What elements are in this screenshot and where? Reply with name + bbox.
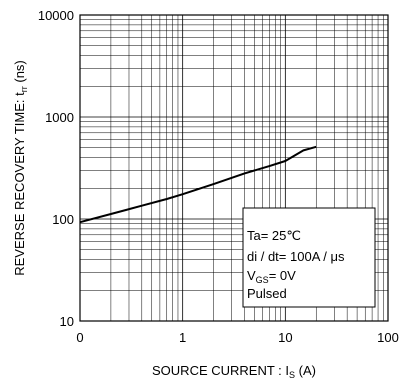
y-tick-label: 10 bbox=[60, 314, 74, 329]
conditions-box bbox=[242, 207, 376, 308]
y-axis-label: REVERSE RECOVERY TIME: trr (ns) bbox=[12, 60, 29, 276]
x-tick-label: 100 bbox=[377, 330, 399, 345]
condition-vgs: VGS= 0V bbox=[247, 268, 296, 285]
x-tick-label: 10 bbox=[278, 330, 292, 345]
x-tick-label: 1 bbox=[179, 330, 186, 345]
y-tick-label: 100 bbox=[52, 212, 74, 227]
y-tick-label: 1000 bbox=[45, 110, 74, 125]
plot-frame bbox=[79, 14, 389, 322]
x-tick-label: 0 bbox=[76, 330, 83, 345]
condition-ta: Ta= 25℃ bbox=[247, 228, 301, 243]
series-group bbox=[79, 145, 317, 224]
x-tick-labels: 0 1 10 100 bbox=[76, 330, 398, 345]
x-axis-label: SOURCE CURRENT : IS (A) bbox=[152, 363, 316, 380]
y-tick-labels: 10 100 1000 10000 bbox=[38, 8, 74, 329]
y-tick-label: 10000 bbox=[38, 8, 74, 23]
condition-pulsed: Pulsed bbox=[247, 286, 287, 301]
condition-didt: di / dt= 100A / μs bbox=[247, 249, 345, 264]
series-line bbox=[79, 145, 317, 224]
